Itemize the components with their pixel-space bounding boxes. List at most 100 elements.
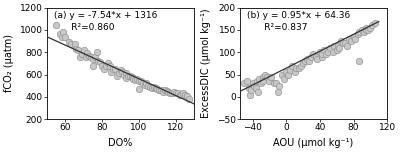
Point: [182, 93, 188, 96]
Point: [335, 44, 342, 47]
Point: [110, 68, 116, 70]
Point: [167, 92, 174, 95]
Point: [314, 58, 320, 60]
Point: [268, 76, 274, 78]
Point: [128, 76, 135, 78]
Point: [154, 88, 161, 90]
Point: [99, 64, 105, 67]
Point: [356, 60, 363, 62]
Point: [280, 78, 287, 80]
Point: [285, 73, 291, 76]
Point: [121, 73, 128, 76]
Point: [86, 54, 92, 57]
Point: [79, 53, 85, 56]
Point: [338, 40, 344, 42]
Point: [254, 91, 261, 94]
Point: [132, 79, 138, 81]
Point: [123, 72, 129, 75]
Point: [73, 48, 80, 50]
Point: [101, 68, 107, 70]
Point: [352, 38, 358, 40]
Point: [369, 24, 375, 27]
Point: [260, 80, 267, 82]
Point: [327, 47, 333, 49]
Point: [126, 74, 133, 77]
Point: [114, 74, 120, 77]
Point: [171, 91, 177, 94]
Point: [77, 55, 83, 58]
Point: [266, 80, 272, 82]
Point: [84, 52, 91, 55]
Point: [287, 69, 294, 71]
Point: [71, 43, 78, 46]
Point: [117, 69, 124, 71]
Point: [262, 73, 268, 76]
Point: [184, 95, 190, 97]
Point: [264, 76, 270, 78]
Point: [331, 44, 338, 47]
Point: [344, 44, 350, 47]
Point: [56, 33, 63, 36]
Point: [156, 89, 162, 91]
Point: [162, 89, 168, 91]
Point: [58, 35, 65, 38]
Point: [123, 77, 129, 79]
Point: [136, 88, 142, 90]
Point: [103, 64, 109, 67]
Point: [108, 71, 114, 74]
Point: [149, 87, 155, 89]
Point: [176, 93, 183, 96]
Point: [150, 86, 157, 88]
Point: [325, 51, 332, 54]
Point: [53, 24, 59, 27]
Point: [94, 51, 100, 54]
Point: [130, 78, 137, 80]
Point: [147, 86, 153, 88]
X-axis label: DO%: DO%: [108, 138, 133, 148]
Point: [319, 53, 326, 56]
Point: [80, 49, 87, 51]
Point: [165, 91, 172, 94]
Point: [186, 98, 192, 100]
Point: [140, 82, 146, 85]
Point: [248, 89, 254, 91]
Point: [138, 80, 144, 82]
Point: [158, 89, 164, 91]
Point: [367, 26, 374, 29]
Point: [350, 35, 357, 38]
Point: [68, 43, 74, 46]
Point: [254, 80, 260, 82]
Point: [82, 55, 89, 58]
Point: [92, 55, 98, 58]
Point: [273, 82, 279, 85]
Point: [104, 62, 111, 65]
Point: [62, 35, 68, 38]
Point: [354, 33, 361, 36]
Point: [241, 82, 247, 85]
Point: [283, 71, 290, 74]
Point: [90, 64, 96, 67]
Point: [359, 29, 365, 31]
Point: [297, 64, 304, 67]
Point: [365, 29, 371, 31]
Y-axis label: fCO₂ (μatm): fCO₂ (μatm): [4, 34, 14, 92]
Point: [279, 73, 285, 76]
Point: [178, 93, 184, 96]
Point: [258, 82, 264, 85]
Point: [251, 85, 258, 87]
Point: [164, 90, 170, 92]
Point: [97, 61, 104, 64]
Point: [145, 85, 151, 87]
Point: [136, 80, 142, 82]
Point: [249, 82, 256, 85]
Point: [134, 78, 140, 80]
Point: [348, 40, 354, 42]
Point: [66, 41, 72, 43]
Point: [125, 74, 131, 77]
Point: [356, 31, 363, 33]
Point: [60, 31, 67, 33]
Point: [300, 62, 306, 65]
Point: [119, 71, 126, 74]
Point: [342, 42, 348, 45]
Point: [334, 49, 340, 51]
